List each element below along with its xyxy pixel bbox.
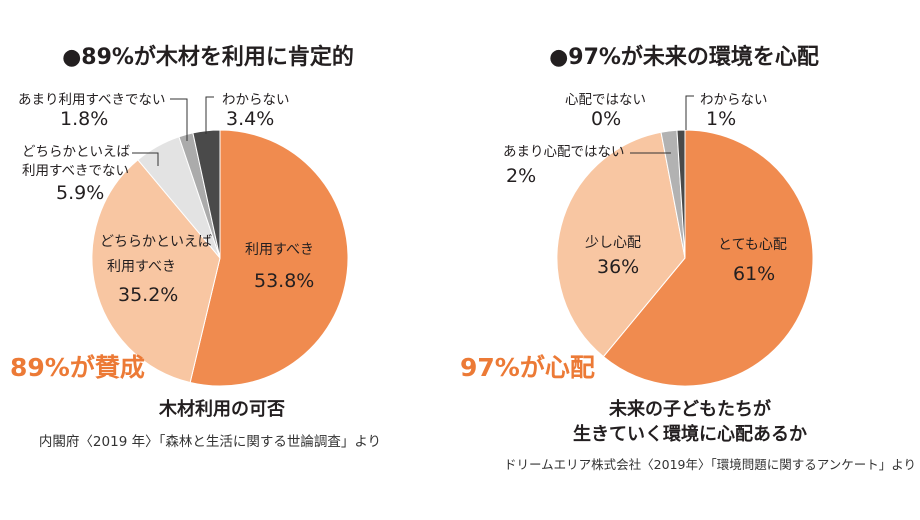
pie-slices — [556, 129, 814, 387]
chart-caption: 未来の子どもたちが 生きていく環境に心配あるか — [540, 397, 840, 447]
highlight-text: 89%が賛成 — [10, 353, 145, 382]
leader-line-should-not-really-use — [170, 98, 188, 141]
caption-line: 未来の子どもたちが — [609, 399, 771, 420]
pie-chart-wood-use — [91, 96, 349, 387]
label-line: 利用すべき — [107, 259, 177, 275]
label-dont-know: わからない — [222, 92, 290, 108]
highlight-text: 97%が心配 — [460, 353, 595, 382]
value-dont-know: 3.4% — [226, 108, 275, 130]
slice-somewhat-worried — [556, 131, 686, 358]
chart-caption: 木材利用の可否 — [72, 397, 372, 422]
label-not-worried: 心配ではない — [565, 92, 646, 108]
leader-line-dont-know — [205, 96, 214, 134]
label-very-worried: とても心配 — [718, 237, 787, 253]
value-rather-should-not-use: 5.9% — [56, 182, 105, 204]
label-not-very-worried: あまり心配ではない — [503, 144, 625, 160]
label-should-use: 利用すべき — [245, 242, 315, 258]
value-rather-should-use: 35.2% — [118, 284, 179, 306]
label-rather-should-use: どちらかといえば 利用すべき — [100, 230, 212, 280]
value-dont-know: 1% — [706, 108, 737, 130]
label-dont-know: わからない — [700, 92, 768, 108]
value-not-worried: 0% — [591, 108, 622, 130]
value-should-use: 53.8% — [254, 270, 315, 292]
slice-rather-should-use — [91, 159, 221, 384]
slice-dont-know — [676, 129, 686, 259]
slice-should-use — [189, 129, 349, 387]
value-should-not-really-use: 1.8% — [60, 108, 109, 130]
chart-title: ●97%が未来の環境を心配 — [549, 45, 819, 70]
label-line: どちらかといえば — [22, 144, 130, 160]
slice-very-worried — [602, 129, 814, 387]
value-not-very-worried: 2% — [506, 165, 537, 187]
label-rather-should-not-use: どちらかといえば 利用すべきでない — [22, 143, 130, 181]
chart-wood-use: ●89%が木材を利用に肯定的 利用すべき 53.8% どちらかといえば 利用すべ… — [10, 45, 382, 450]
label-should-not-really-use: あまり利用すべきでない — [18, 92, 166, 108]
value-somewhat-worried: 36% — [597, 256, 640, 278]
caption-line: 木材利用の可否 — [159, 399, 285, 420]
pie-chart-environment-worry — [556, 95, 814, 387]
source-note: 内閣府〈2019 年〉「森林と生活に関する世論調査」より — [38, 434, 382, 450]
label-line: 利用すべきでない — [22, 163, 130, 179]
chart-title: ●89%が木材を利用に肯定的 — [62, 45, 354, 70]
label-line: どちらかといえば — [100, 234, 212, 250]
value-very-worried: 61% — [733, 263, 776, 285]
pie-slices — [91, 129, 349, 387]
caption-line: 生きていく環境に心配あるか — [573, 424, 807, 445]
leader-line-rather-should-not-use — [132, 152, 159, 166]
label-somewhat-worried: 少し心配 — [585, 235, 641, 251]
leader-line-dont-know — [685, 95, 694, 130]
chart-environment-worry: ●97%が未来の環境を心配 とても心配 61% 少し心配 36% あまり心配では… — [460, 0, 920, 520]
source-note: ドリームエリア株式会社〈2019年〉「環境問題に関するアンケート」より — [504, 457, 916, 472]
